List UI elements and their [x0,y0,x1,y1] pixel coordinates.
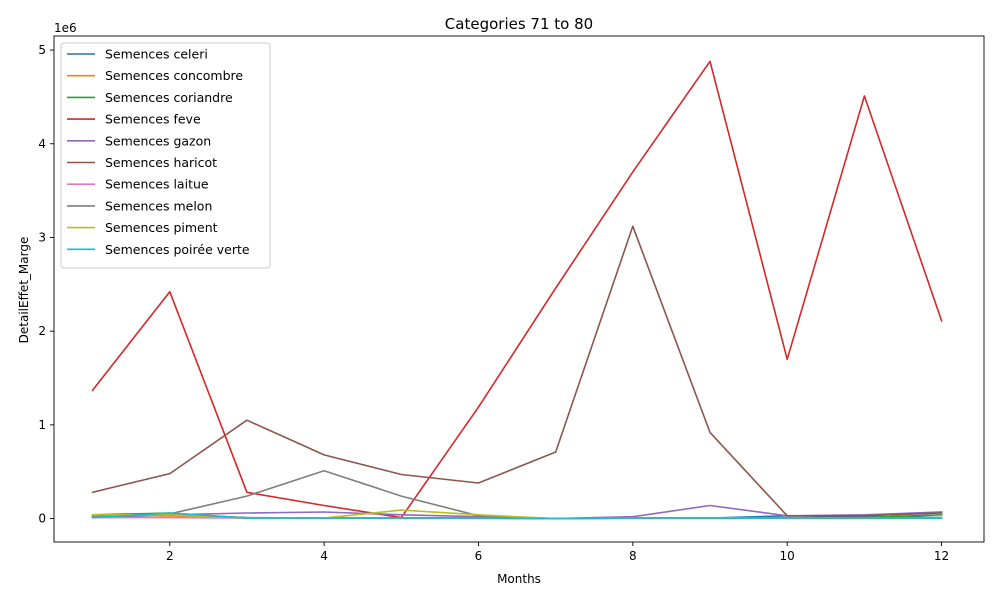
legend-label-7: Semences laitue [105,177,209,192]
plot-frame [53,35,985,543]
legend-label-8: Semences melon [105,198,212,213]
x-tick-label: 8 [629,549,637,563]
series-line-4 [91,60,943,519]
y-tick-label: 1 [38,418,46,432]
y-tick-label: 3 [38,230,46,244]
legend-label-4: Semences feve [105,112,201,127]
legend-box [60,42,271,269]
x-axis-label: Months [497,572,541,586]
legend-label-2: Semences concombre [105,68,243,83]
series-line-8 [91,469,943,520]
y-tick-label: 0 [38,512,46,526]
legend-label-10: Semences poirée verte [105,242,250,257]
y-tick-label: 4 [38,137,46,151]
y-tick-label: 5 [38,43,46,57]
x-tick-label: 4 [320,549,328,563]
x-tick-label: 2 [166,549,174,563]
chart-title: Categories 71 to 80 [445,15,593,33]
y-tick-label: 2 [38,324,46,338]
legend-label-9: Semences piment [105,220,218,235]
y-scale-offset-label: 1e6 [54,21,77,35]
x-tick-label: 12 [934,549,949,563]
series-line-10 [91,512,943,520]
legend-label-6: Semences haricot [105,155,217,170]
series-line-6 [91,225,943,517]
legend-label-1: Semences celeri [105,47,208,62]
legend-label-3: Semences coriandre [105,90,233,105]
legend-label-5: Semences gazon [105,133,211,148]
x-tick-label: 10 [780,549,795,563]
x-tick-label: 6 [475,549,483,563]
y-axis-label: DetailEffet_Marge [17,237,31,344]
series-layer [91,60,943,520]
legend: Semences celeri Semences concombre Semence… [60,42,271,269]
